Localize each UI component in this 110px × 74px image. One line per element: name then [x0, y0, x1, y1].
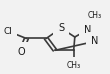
- Text: O: O: [17, 47, 25, 57]
- Text: Cl: Cl: [3, 27, 12, 36]
- Text: CH₃: CH₃: [88, 11, 102, 20]
- Text: CH₃: CH₃: [67, 61, 81, 70]
- Text: N: N: [91, 36, 98, 46]
- Text: S: S: [58, 23, 64, 33]
- Text: N: N: [84, 25, 92, 35]
